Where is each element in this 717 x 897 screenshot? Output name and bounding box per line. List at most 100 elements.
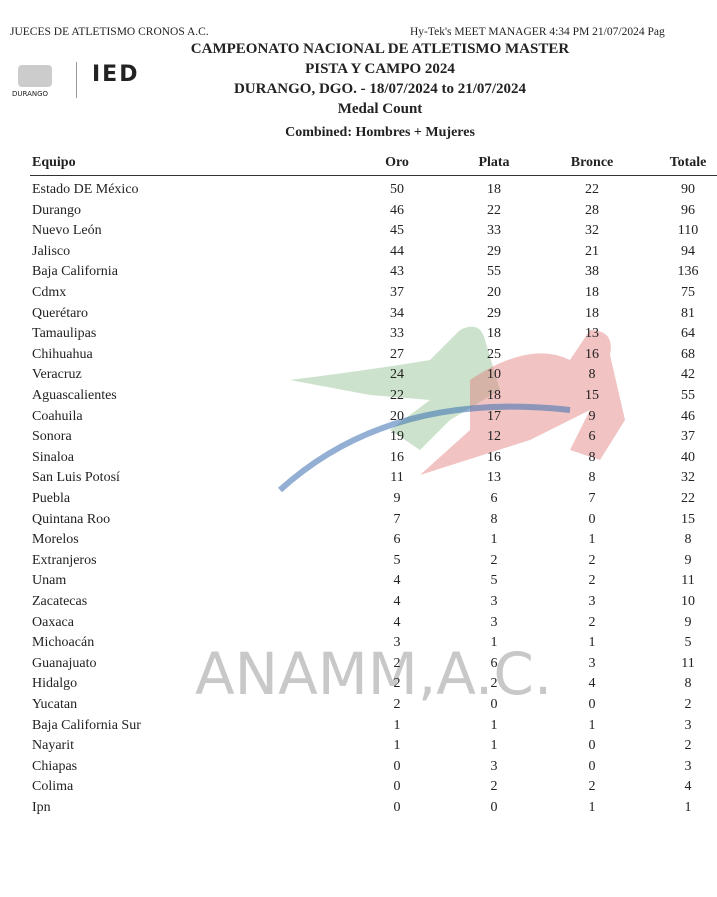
cell-number: 1 bbox=[588, 635, 596, 651]
cell-team: Coahuila bbox=[32, 408, 83, 424]
cell-team: Puebla bbox=[32, 491, 71, 506]
cell-number: 3 bbox=[490, 758, 498, 774]
header-right: Hy-Tek's MEET MANAGER 4:34 PM 21/07/2024… bbox=[410, 26, 665, 38]
logo-divider bbox=[76, 62, 77, 98]
cell-team: Ipn bbox=[32, 800, 51, 815]
cell-team: Querétaro bbox=[32, 305, 88, 321]
cell-number: 18 bbox=[585, 305, 599, 321]
cell-number: 19 bbox=[390, 429, 404, 445]
cell-team: Aguascalientes bbox=[32, 388, 117, 403]
cell-number: 2 bbox=[490, 676, 498, 692]
cell-number: 46 bbox=[390, 202, 404, 218]
column-header: Totale bbox=[669, 155, 707, 170]
cell-number: 75 bbox=[681, 285, 695, 300]
cell-number: 1 bbox=[588, 532, 596, 548]
cell-number: 0 bbox=[588, 738, 596, 754]
cell-number: 4 bbox=[393, 594, 401, 609]
cell-team: Chiapas bbox=[32, 758, 78, 774]
cell-team: Extranjeros bbox=[32, 552, 97, 568]
cell-number: 0 bbox=[588, 758, 596, 774]
column-header: Oro bbox=[385, 155, 409, 170]
column-header: Plata bbox=[478, 155, 510, 170]
cell-number: 94 bbox=[681, 243, 695, 259]
cell-number: 2 bbox=[588, 552, 596, 568]
cell-number: 2 bbox=[588, 614, 596, 630]
cell-number: 34 bbox=[390, 305, 404, 321]
report-name: Medal Count bbox=[337, 101, 423, 117]
cell-number: 43 bbox=[390, 264, 404, 280]
cell-team: Chihuahua bbox=[32, 346, 93, 362]
cell-team: Cdmx bbox=[32, 285, 67, 300]
cell-number: 0 bbox=[490, 800, 498, 815]
cell-number: 9 bbox=[588, 408, 596, 424]
cell-number: 7 bbox=[588, 491, 596, 506]
cell-team: Unam bbox=[32, 573, 67, 589]
cell-number: 55 bbox=[487, 264, 501, 280]
cell-number: 8 bbox=[588, 367, 596, 383]
cell-team: Estado DE México bbox=[32, 182, 139, 197]
cell-number: 32 bbox=[585, 223, 599, 239]
cell-number: 29 bbox=[487, 243, 501, 259]
cell-number: 11 bbox=[681, 573, 695, 589]
cell-number: 32 bbox=[681, 470, 695, 486]
cell-team: San Luis Potosí bbox=[32, 470, 120, 486]
cell-team: Nayarit bbox=[32, 738, 74, 754]
cell-number: 1 bbox=[393, 738, 401, 754]
cell-team: Baja California Sur bbox=[32, 717, 141, 733]
cell-number: 110 bbox=[677, 223, 699, 239]
cell-number: 28 bbox=[585, 202, 599, 218]
cell-number: 22 bbox=[681, 491, 695, 506]
cell-team: Yucatan bbox=[32, 697, 78, 712]
cell-number: 64 bbox=[681, 326, 695, 342]
cell-number: 2 bbox=[393, 697, 401, 712]
cell-number: 11 bbox=[681, 655, 695, 671]
cell-number: 8 bbox=[490, 511, 498, 527]
cell-number: 68 bbox=[681, 346, 695, 362]
cell-number: 22 bbox=[585, 182, 599, 197]
cell-number: 45 bbox=[390, 223, 404, 239]
cell-number: 6 bbox=[490, 655, 498, 671]
cell-number: 4 bbox=[393, 573, 401, 589]
cell-number: 18 bbox=[487, 182, 501, 197]
cell-number: 3 bbox=[684, 717, 692, 733]
location: DURANGO, DGO. - 18/07/2024 to 21/07/2024 bbox=[233, 81, 527, 97]
cell-number: 1 bbox=[490, 635, 498, 651]
cell-number: 0 bbox=[393, 779, 401, 795]
cell-number: 1 bbox=[588, 717, 596, 733]
column-header: Bronce bbox=[570, 155, 614, 170]
cell-number: 6 bbox=[490, 491, 498, 506]
cell-number: 33 bbox=[487, 223, 501, 239]
cell-number: 96 bbox=[681, 202, 695, 218]
cell-number: 10 bbox=[681, 594, 695, 609]
cell-number: 13 bbox=[585, 326, 599, 342]
cell-team: Nuevo León bbox=[32, 223, 102, 239]
cell-number: 1 bbox=[490, 717, 498, 733]
column-header: Equipo bbox=[32, 155, 76, 170]
cell-number: 7 bbox=[393, 511, 401, 527]
cell-number: 0 bbox=[393, 758, 401, 774]
cell-number: 90 bbox=[681, 182, 695, 197]
cell-number: 1 bbox=[393, 717, 401, 733]
cell-number: 18 bbox=[487, 326, 501, 342]
cell-number: 46 bbox=[681, 408, 695, 424]
logo-org: IED bbox=[92, 62, 140, 87]
cell-number: 12 bbox=[487, 429, 501, 445]
cell-number: 22 bbox=[390, 388, 404, 403]
cell-number: 3 bbox=[588, 655, 596, 671]
cell-team: Michoacán bbox=[32, 635, 95, 651]
cell-number: 10 bbox=[487, 367, 501, 383]
cell-number: 0 bbox=[393, 800, 401, 815]
cell-number: 44 bbox=[390, 243, 404, 259]
cell-number: 5 bbox=[393, 552, 401, 568]
cell-number: 42 bbox=[681, 367, 695, 383]
cell-number: 25 bbox=[487, 346, 501, 362]
cell-number: 6 bbox=[393, 532, 401, 548]
cell-number: 6 bbox=[588, 429, 596, 445]
cell-number: 37 bbox=[681, 429, 695, 445]
watermark-runners bbox=[277, 326, 625, 493]
cell-number: 2 bbox=[490, 779, 498, 795]
cell-number: 3 bbox=[393, 635, 401, 651]
cell-number: 4 bbox=[588, 676, 596, 692]
cell-number: 2 bbox=[588, 573, 596, 589]
